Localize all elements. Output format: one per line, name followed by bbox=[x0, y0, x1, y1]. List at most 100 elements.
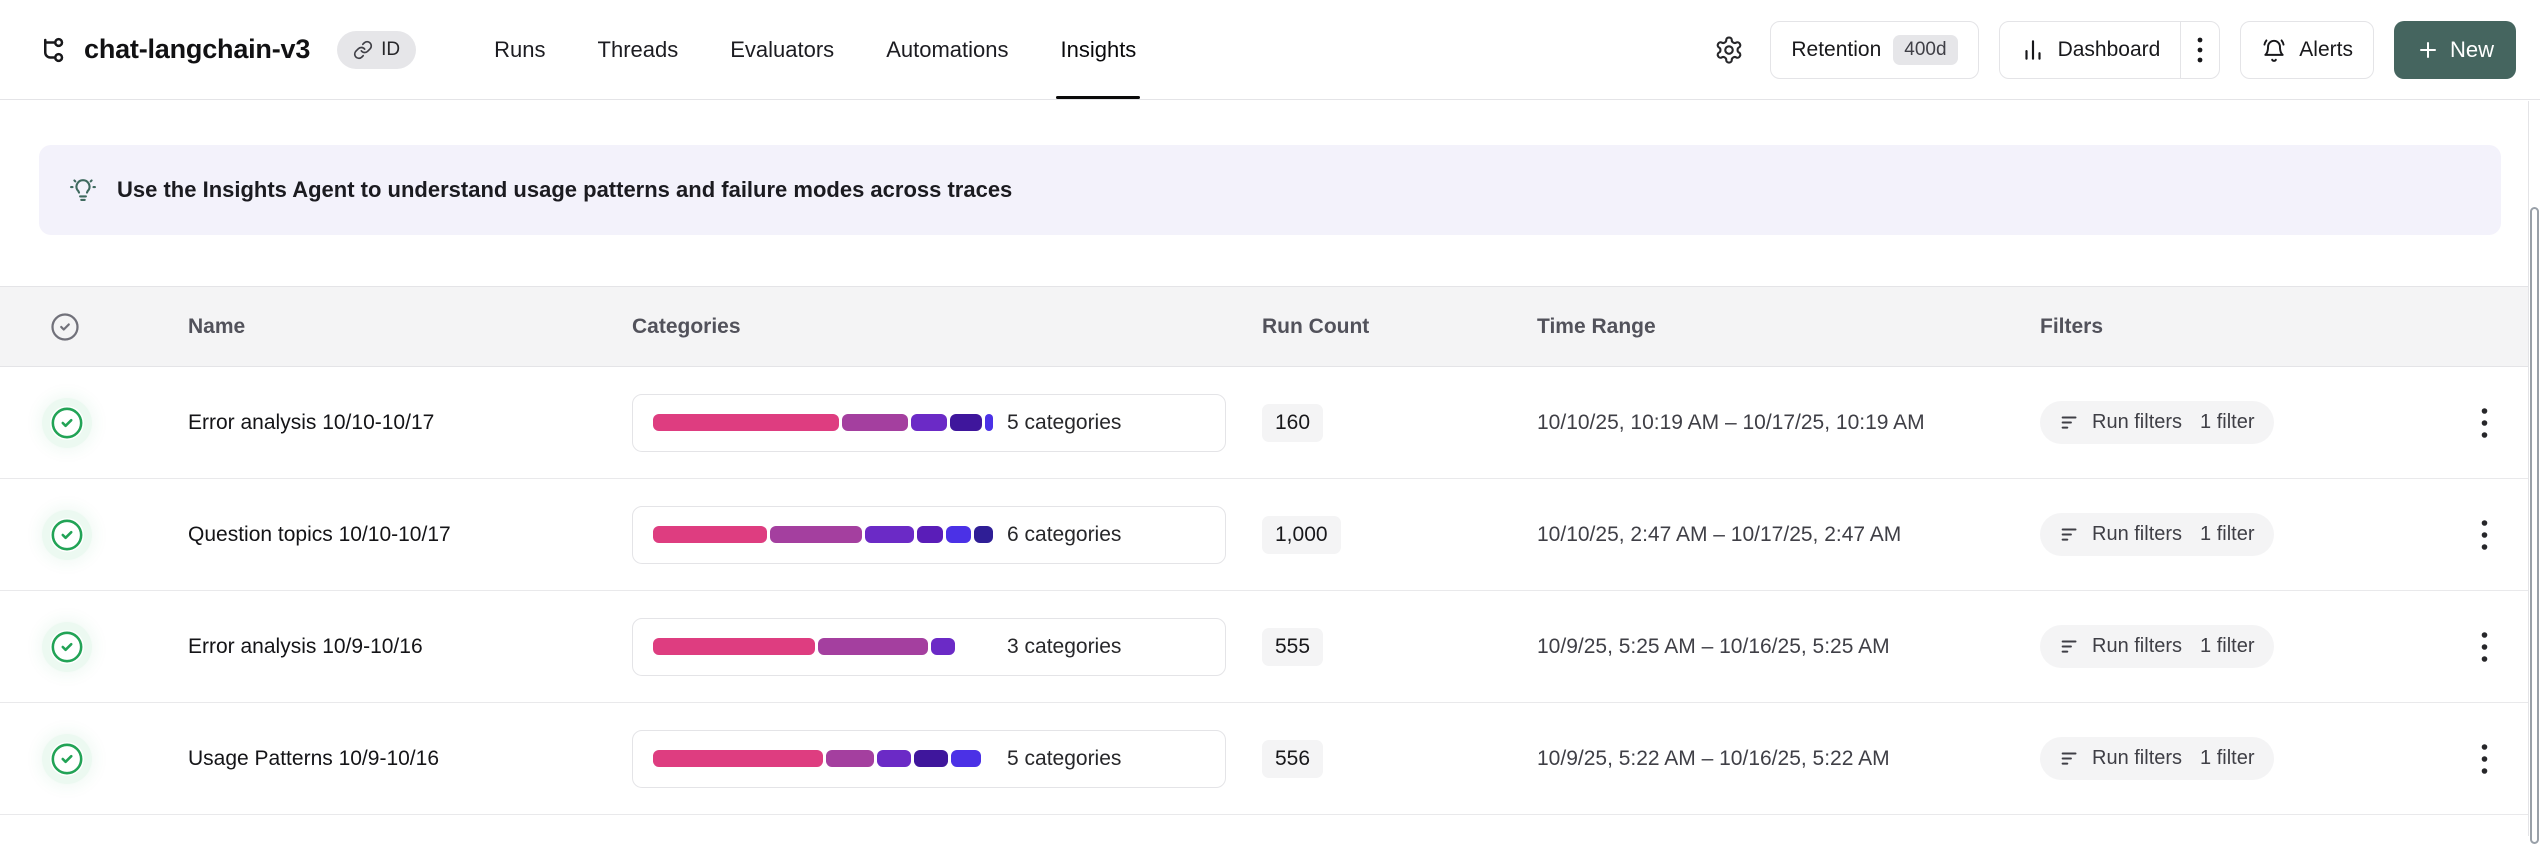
filter-lines-icon bbox=[2059, 412, 2081, 434]
categories-cell: 6 categories bbox=[632, 505, 1262, 564]
new-button[interactable]: New bbox=[2393, 20, 2516, 79]
bell-icon bbox=[2261, 37, 2287, 63]
run-count-badge: 160 bbox=[1262, 403, 1324, 442]
run-count-cell: 556 bbox=[1262, 739, 1537, 778]
filter-count-label: 1 filter bbox=[2200, 747, 2255, 769]
run-filters-chip[interactable]: Run filters 1 filter bbox=[2040, 513, 2274, 556]
retention-button[interactable]: Retention 400d bbox=[1770, 20, 1979, 79]
filter-count-label: 1 filter bbox=[2200, 411, 2255, 433]
filter-lines-icon bbox=[2059, 748, 2081, 770]
category-segment bbox=[653, 414, 839, 431]
row-actions-button[interactable] bbox=[2472, 621, 2497, 673]
tab-insights[interactable]: Insights bbox=[1034, 0, 1162, 99]
run-filters-label: Run filters bbox=[2092, 411, 2183, 433]
insight-name[interactable]: Usage Patterns 10/9-10/16 bbox=[188, 746, 439, 770]
alerts-label: Alerts bbox=[2299, 37, 2353, 61]
filters-cell: Run filters 1 filter bbox=[2040, 625, 2440, 668]
categories-pill[interactable]: 5 categories bbox=[632, 729, 1226, 788]
insight-name[interactable]: Error analysis 10/9-10/16 bbox=[188, 634, 423, 658]
run-count-cell: 1,000 bbox=[1262, 515, 1537, 554]
row-status-cell bbox=[0, 742, 188, 776]
retention-label: Retention bbox=[1791, 37, 1882, 61]
run-filters-label: Run filters bbox=[2092, 523, 2183, 545]
row-status-cell bbox=[0, 518, 188, 552]
row-status-cell bbox=[0, 630, 188, 664]
project-tabs: Runs Threads Evaluators Automations Insi… bbox=[468, 0, 1162, 99]
time-range-text: 10/10/25, 2:47 AM – 10/17/25, 2:47 AM bbox=[1537, 522, 1902, 546]
project-id-badge[interactable]: ID bbox=[337, 30, 417, 69]
alerts-button[interactable]: Alerts bbox=[2240, 20, 2374, 79]
kebab-menu-icon bbox=[2480, 741, 2489, 777]
plus-icon bbox=[2416, 38, 2440, 62]
run-count-badge: 1,000 bbox=[1262, 515, 1341, 554]
bar-chart-icon bbox=[2020, 37, 2046, 63]
tab-evaluators[interactable]: Evaluators bbox=[730, 36, 835, 62]
category-segment bbox=[653, 638, 815, 655]
filter-lines-icon bbox=[2059, 524, 2081, 546]
banner-text: Use the Insights Agent to understand usa… bbox=[117, 177, 1013, 202]
table-row[interactable]: Error analysis 10/10-10/17 5 categories … bbox=[0, 367, 2528, 479]
tab-runs[interactable]: Runs bbox=[494, 36, 546, 62]
category-segment bbox=[910, 414, 948, 431]
column-header-time-range: Time Range bbox=[1537, 314, 1656, 338]
run-filters-label: Run filters bbox=[2092, 635, 2183, 657]
scrollbar-thumb[interactable] bbox=[2530, 207, 2539, 844]
column-header-run-count: Run Count bbox=[1262, 314, 1370, 338]
filter-count-label: 1 filter bbox=[2200, 523, 2255, 545]
category-segment bbox=[841, 414, 908, 431]
kebab-menu-icon bbox=[2480, 405, 2489, 441]
insights-agent-banner: Use the Insights Agent to understand usa… bbox=[39, 145, 2501, 235]
dashboard-button[interactable]: Dashboard bbox=[2000, 22, 2181, 78]
success-check-icon bbox=[50, 406, 84, 440]
categories-pill[interactable]: 6 categories bbox=[632, 505, 1226, 564]
circle-check-icon bbox=[50, 312, 80, 342]
header-check-cell bbox=[0, 312, 188, 342]
category-segment bbox=[817, 638, 928, 655]
category-segment bbox=[826, 750, 874, 767]
table-header-row: Name Categories Run Count Time Range Fil… bbox=[0, 286, 2528, 367]
column-header-name: Name bbox=[188, 314, 246, 338]
project-brand: chat-langchain-v3 ID bbox=[39, 0, 417, 99]
categories-count-label: 5 categories bbox=[1007, 746, 1122, 770]
tab-automations[interactable]: Automations bbox=[886, 36, 1009, 62]
categories-pill[interactable]: 5 categories bbox=[632, 393, 1226, 452]
table-row[interactable]: Error analysis 10/9-10/16 3 categories 5… bbox=[0, 591, 2528, 703]
category-segment bbox=[917, 526, 944, 543]
insight-name[interactable]: Question topics 10/10-10/17 bbox=[188, 522, 451, 546]
categories-count-label: 6 categories bbox=[1007, 522, 1122, 546]
categories-pill[interactable]: 3 categories bbox=[632, 617, 1226, 676]
filters-cell: Run filters 1 filter bbox=[2040, 513, 2440, 556]
run-count-badge: 556 bbox=[1262, 739, 1324, 778]
row-actions-button[interactable] bbox=[2472, 509, 2497, 561]
category-bar bbox=[653, 526, 993, 543]
success-check-icon bbox=[50, 742, 84, 776]
table-row[interactable]: Question topics 10/10-10/17 6 categories… bbox=[0, 479, 2528, 591]
category-segment bbox=[913, 750, 948, 767]
run-filters-chip[interactable]: Run filters 1 filter bbox=[2040, 401, 2274, 444]
filter-count-label: 1 filter bbox=[2200, 635, 2255, 657]
column-header-categories: Categories bbox=[632, 314, 741, 338]
new-label: New bbox=[2449, 36, 2494, 62]
run-filters-chip[interactable]: Run filters 1 filter bbox=[2040, 625, 2274, 668]
run-filters-chip[interactable]: Run filters 1 filter bbox=[2040, 737, 2274, 780]
time-range-text: 10/10/25, 10:19 AM – 10/17/25, 10:19 AM bbox=[1537, 410, 1925, 434]
vertical-scrollbar[interactable] bbox=[2528, 101, 2540, 844]
insight-name[interactable]: Error analysis 10/10-10/17 bbox=[188, 410, 435, 434]
run-filters-label: Run filters bbox=[2092, 747, 2183, 769]
category-bar bbox=[653, 638, 993, 655]
retention-value-badge: 400d bbox=[1893, 34, 1958, 65]
row-actions-button[interactable] bbox=[2472, 397, 2497, 449]
button-divider bbox=[2180, 21, 2182, 78]
table-row[interactable]: Usage Patterns 10/9-10/16 5 categories 5… bbox=[0, 703, 2528, 815]
row-status-cell bbox=[0, 406, 188, 440]
row-actions-button[interactable] bbox=[2472, 733, 2497, 785]
settings-button[interactable] bbox=[1708, 29, 1750, 71]
tab-threads[interactable]: Threads bbox=[597, 36, 679, 62]
category-segment bbox=[984, 414, 993, 431]
project-id-label: ID bbox=[381, 38, 401, 60]
page-title: chat-langchain-v3 bbox=[84, 34, 311, 64]
link-icon bbox=[353, 40, 373, 60]
run-count-cell: 555 bbox=[1262, 627, 1537, 666]
category-segment bbox=[946, 526, 971, 543]
dashboard-more-button[interactable] bbox=[2181, 22, 2219, 78]
